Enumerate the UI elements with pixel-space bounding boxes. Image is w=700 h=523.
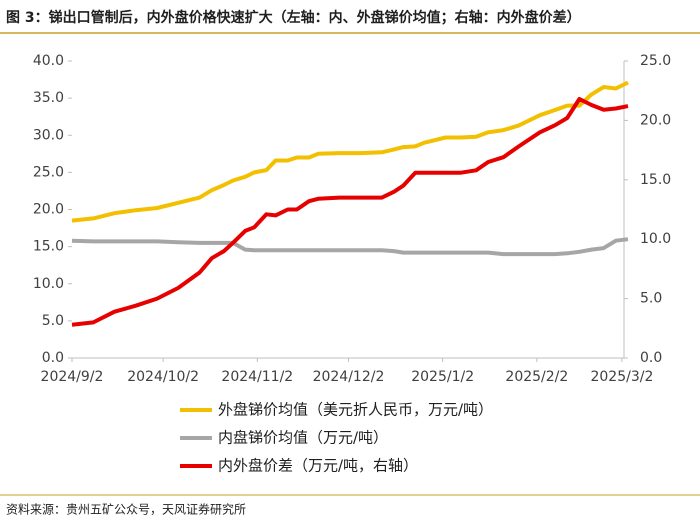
y2-tick-label: 5.0: [640, 291, 662, 307]
series-line: [71, 80, 629, 223]
legend-label: 内盘锑价均值（万元/吨）: [218, 429, 388, 447]
series-line: [71, 237, 629, 257]
y2-tick-label: 20.0: [640, 112, 671, 128]
y-tick-label: 40.0: [33, 53, 64, 69]
y-tick-label: 10.0: [33, 276, 64, 292]
y2-tick-label: 25.0: [640, 53, 671, 69]
x-tick-label: 2025/1/2: [411, 369, 474, 385]
series-line: [71, 97, 629, 327]
y-tick-label: 5.0: [42, 313, 64, 329]
y-tick-label: 30.0: [33, 127, 64, 143]
y2-tick-label: 10.0: [640, 231, 671, 247]
x-tick-label: 2025/2/2: [505, 369, 568, 385]
x-tick-label: 2024/11/2: [221, 369, 293, 385]
y2-tick-label: 15.0: [640, 172, 671, 188]
x-tick-label: 2024/9/2: [41, 369, 104, 385]
x-tick-label: 2024/10/2: [127, 369, 199, 385]
y-tick-label: 35.0: [33, 90, 64, 106]
x-tick-label: 2024/12/2: [313, 369, 385, 385]
y-tick-label: 0.0: [42, 350, 64, 366]
y-tick-label: 20.0: [33, 202, 64, 218]
y2-tick-label: 0.0: [640, 350, 662, 366]
legend-label: 外盘锑价均值（美元折人民币，万元/吨）: [218, 401, 493, 419]
y-tick-label: 15.0: [33, 239, 64, 255]
y-tick-label: 25.0: [33, 164, 64, 180]
x-tick-label: 2025/3/2: [590, 369, 653, 385]
source-note: 资料来源：贵州五矿公众号，天风证券研究所: [6, 502, 246, 517]
legend-label: 内外盘价差（万元/吨，右轴）: [218, 457, 418, 475]
chart-title: 图 3：锑出口管制后，内外盘价格快速扩大（左轴：内、外盘锑价均值；右轴：内外盘价…: [6, 9, 581, 26]
